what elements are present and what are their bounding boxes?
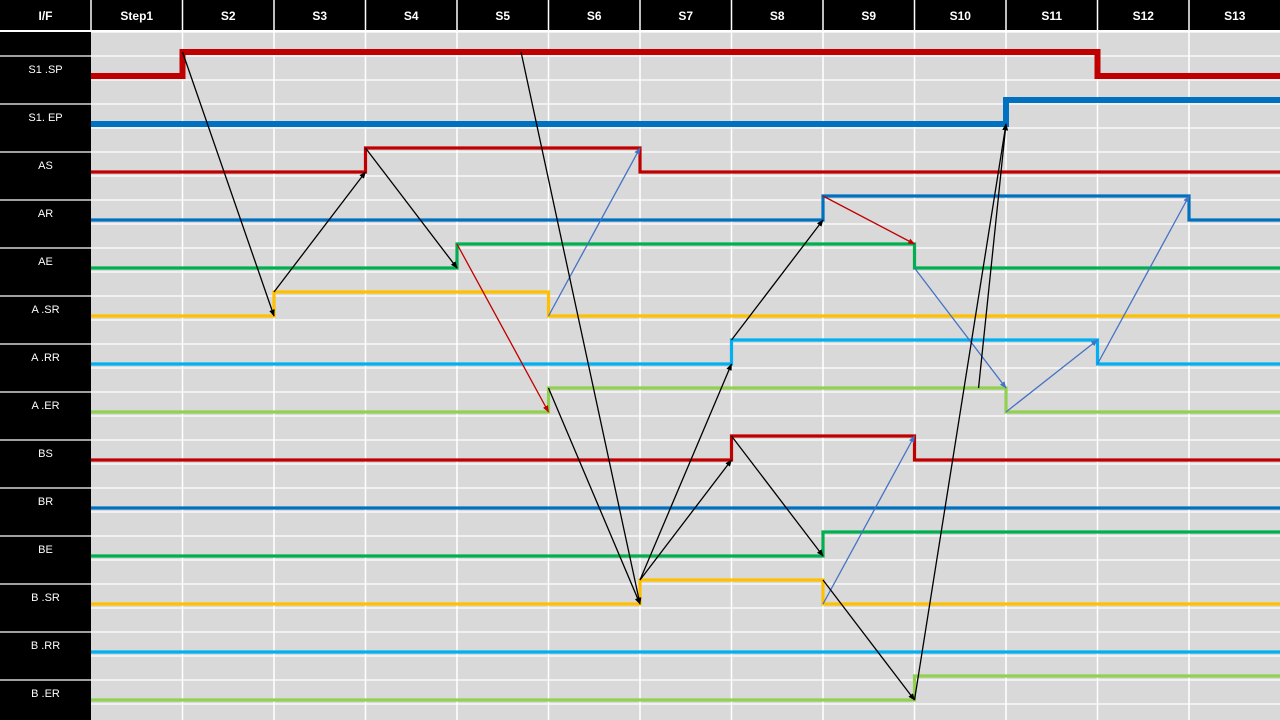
header-separator bbox=[0, 30, 1280, 32]
row-label: S1 .SP bbox=[28, 64, 62, 76]
row-label: S1. EP bbox=[28, 112, 62, 124]
step-header-step1: Step1 bbox=[120, 9, 153, 23]
row-label: AR bbox=[38, 208, 53, 220]
step-header-s9: S9 bbox=[861, 9, 876, 23]
causality-arrow bbox=[730, 435, 824, 557]
signal-ae bbox=[91, 242, 1280, 270]
step-header-s5: S5 bbox=[495, 9, 510, 23]
row-label: BR bbox=[38, 496, 53, 508]
step-header-s6: S6 bbox=[587, 9, 602, 23]
step-header-s3: S3 bbox=[312, 9, 327, 23]
row-label: BE bbox=[38, 544, 53, 556]
step-header-s13: S13 bbox=[1224, 9, 1246, 23]
causality-arrow bbox=[520, 51, 642, 605]
step-header-s12: S12 bbox=[1133, 9, 1155, 23]
causality-arrow bbox=[977, 123, 1009, 389]
row-label: BS bbox=[38, 448, 53, 460]
causality-arrow bbox=[730, 219, 824, 341]
step-header-s2: S2 bbox=[221, 9, 236, 23]
signal-s1-ep bbox=[91, 97, 1280, 127]
row-label: AE bbox=[38, 256, 53, 268]
row-label: B .RR bbox=[31, 640, 60, 652]
step-header-s4: S4 bbox=[404, 9, 419, 23]
row-label: B .ER bbox=[31, 688, 60, 700]
signal-s1-sp bbox=[91, 49, 1280, 79]
row-label: A .RR bbox=[31, 352, 60, 364]
row-label: AS bbox=[38, 160, 53, 172]
causality-arrow bbox=[913, 267, 1007, 389]
signal-a-sr bbox=[91, 290, 1280, 318]
causality-arrow bbox=[364, 147, 458, 269]
signal-be bbox=[91, 530, 1280, 558]
step-header-s7: S7 bbox=[678, 9, 693, 23]
causality-arrow bbox=[181, 51, 275, 317]
signal-a-rr bbox=[91, 338, 1280, 366]
causality-arrow bbox=[822, 195, 916, 245]
causality-arrow bbox=[1005, 339, 1099, 413]
causality-arrow bbox=[1096, 195, 1190, 365]
plot-area bbox=[91, 30, 1280, 720]
signal-b-er bbox=[91, 674, 1280, 702]
step-header-s10: S10 bbox=[950, 9, 972, 23]
causality-arrow bbox=[547, 147, 641, 317]
causality-arrow bbox=[456, 243, 550, 413]
causality-arrow bbox=[913, 123, 1008, 701]
causality-arrow bbox=[822, 435, 916, 605]
label-column bbox=[0, 32, 91, 720]
signal-as bbox=[91, 146, 1280, 174]
step-header-s8: S8 bbox=[770, 9, 785, 23]
row-label: A .ER bbox=[31, 400, 59, 412]
step-header-s11: S11 bbox=[1041, 9, 1062, 23]
causality-arrow bbox=[547, 387, 641, 605]
signal-b-sr bbox=[91, 578, 1280, 606]
causality-arrow bbox=[639, 459, 733, 581]
corner-label: I/F bbox=[39, 9, 53, 23]
signal-a-er bbox=[91, 386, 1280, 414]
row-label: B .SR bbox=[31, 592, 60, 604]
causality-arrow bbox=[822, 579, 916, 701]
causality-arrow bbox=[639, 363, 733, 581]
row-label: A .SR bbox=[31, 304, 59, 316]
signal-ar bbox=[91, 194, 1280, 222]
signal-bs bbox=[91, 434, 1280, 462]
causality-arrow bbox=[273, 171, 367, 293]
